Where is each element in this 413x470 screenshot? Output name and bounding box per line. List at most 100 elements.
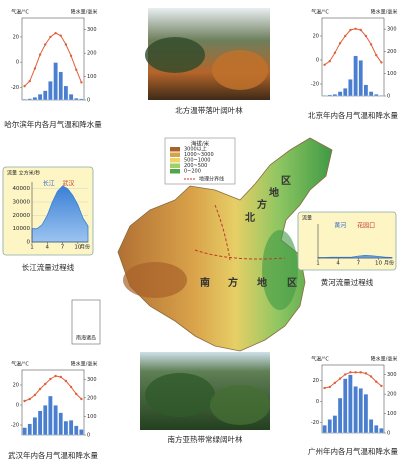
legend-label: 200~500 xyxy=(184,163,207,169)
precip-bar xyxy=(37,93,43,101)
chart-title: 广州年内各月气温和降水量 xyxy=(308,446,398,456)
precip-bar xyxy=(79,429,84,436)
y2-tick-label: 200 xyxy=(87,395,97,401)
precip-bar xyxy=(48,81,53,101)
x-axis-label: 月份 xyxy=(384,260,394,267)
legend-boundary: 地理分界线 xyxy=(199,176,224,183)
photo-south xyxy=(140,352,270,430)
precip-bar xyxy=(379,427,384,434)
y-tick-label: -20 xyxy=(11,423,19,429)
precip-bar xyxy=(374,425,379,434)
photo-north xyxy=(145,8,270,100)
temp-point xyxy=(338,377,342,380)
temp-point xyxy=(328,385,331,389)
temp-point xyxy=(375,54,378,57)
y2-tick-label: 300 xyxy=(87,27,97,33)
annotation: 花园口 xyxy=(357,222,375,230)
precip-bar xyxy=(63,420,69,436)
temp-point xyxy=(28,397,31,401)
x-tick-label: 10 xyxy=(74,245,81,251)
temp-point xyxy=(349,371,352,374)
y2-tick-label: 100 xyxy=(387,411,397,417)
precip-bar xyxy=(374,94,379,97)
china-map: 南海诸岛 海拔/米 地理分界线 xyxy=(71,137,333,352)
temp-point xyxy=(69,54,73,58)
annotation: 长江 xyxy=(43,180,55,188)
y-tick-label: 0 xyxy=(16,60,19,66)
temp-point xyxy=(364,34,368,38)
y-tick-label: 0 xyxy=(316,58,319,64)
precip-bar xyxy=(348,374,353,434)
temp-point xyxy=(54,31,57,35)
temp-point xyxy=(54,374,57,378)
y-tick-label: -20 xyxy=(311,420,319,426)
y2-tick-label: 100 xyxy=(87,414,97,420)
precip-bar xyxy=(27,98,32,101)
y-tick-label: 20000 xyxy=(13,213,31,219)
legend-swatch xyxy=(170,147,180,152)
precip-bar xyxy=(332,415,338,434)
photo-caption: 北方温带落叶阔叶林 xyxy=(175,105,243,115)
legend-swatch xyxy=(170,158,180,163)
precip-bar xyxy=(353,386,358,434)
y2-tick-label: 300 xyxy=(387,27,397,33)
precip-bar xyxy=(332,94,338,97)
y-tick-label: 0 xyxy=(27,240,31,246)
y2-tick-label: 200 xyxy=(387,49,397,55)
temp-point xyxy=(23,84,26,88)
y-axis-label: 气温/°C xyxy=(311,356,329,363)
x-tick-label: 1 xyxy=(30,245,34,251)
temp-point xyxy=(364,372,368,375)
temp-point xyxy=(69,385,73,389)
photo-caption: 南方亚热带常绿阔叶林 xyxy=(168,434,243,444)
precip-bar xyxy=(68,93,74,101)
precip-bar xyxy=(363,84,369,97)
x-tick-label: 4 xyxy=(46,245,50,251)
temp-point xyxy=(380,384,383,388)
precip-bar xyxy=(43,90,48,101)
chart-title: 武汉年内各月气温和降水量 xyxy=(8,450,98,460)
chart-title: 北京年内各月气温和降水量 xyxy=(308,110,398,120)
y-tick-label: -20 xyxy=(311,82,319,88)
temp-point xyxy=(328,60,331,63)
y2-tick-label: 100 xyxy=(87,74,97,80)
temp-line xyxy=(324,28,382,66)
temp-point xyxy=(369,375,373,378)
y2-tick-label: 0 xyxy=(87,433,90,439)
precip-bar xyxy=(368,91,374,97)
y-tick-label: 0 xyxy=(316,399,319,405)
y-tick-label: 20 xyxy=(313,378,319,384)
precip-bar xyxy=(74,425,79,436)
temp-point xyxy=(49,35,52,39)
precip-bar xyxy=(343,88,348,97)
temp-point xyxy=(380,61,383,64)
y-axis-label: 气温/°C xyxy=(11,361,29,368)
x-tick-label: 4 xyxy=(336,261,340,267)
y2-axis-label: 降水量/毫米 xyxy=(71,361,98,368)
precip-bar xyxy=(379,95,384,97)
precip-bar xyxy=(37,410,43,436)
y-tick-label: 40000 xyxy=(13,186,31,192)
temp-point xyxy=(33,393,37,397)
precip-bar xyxy=(368,419,374,434)
x-tick-label: 7 xyxy=(357,261,361,267)
region-label: 南 xyxy=(200,276,210,289)
legend-swatch xyxy=(170,163,180,168)
y2-tick-label: 0 xyxy=(387,431,390,437)
y-axis-label: 气温/°C xyxy=(11,9,29,16)
y2-tick-label: 300 xyxy=(87,377,97,383)
precip-bar xyxy=(337,397,343,434)
temp-point xyxy=(64,43,68,46)
precip-bar xyxy=(58,71,63,101)
temp-point xyxy=(28,79,31,83)
precip-bar xyxy=(27,423,32,436)
precip-bar xyxy=(322,425,327,434)
y2-tick-label: 200 xyxy=(387,392,397,398)
region-label: 区 xyxy=(287,277,297,289)
y-tick-label: 20 xyxy=(13,34,19,40)
temp-point xyxy=(80,81,83,84)
region-label: 北 xyxy=(245,211,255,224)
temp-point xyxy=(75,392,78,396)
legend-title: 海拔/米 xyxy=(191,140,210,148)
precip-bar xyxy=(353,55,358,97)
